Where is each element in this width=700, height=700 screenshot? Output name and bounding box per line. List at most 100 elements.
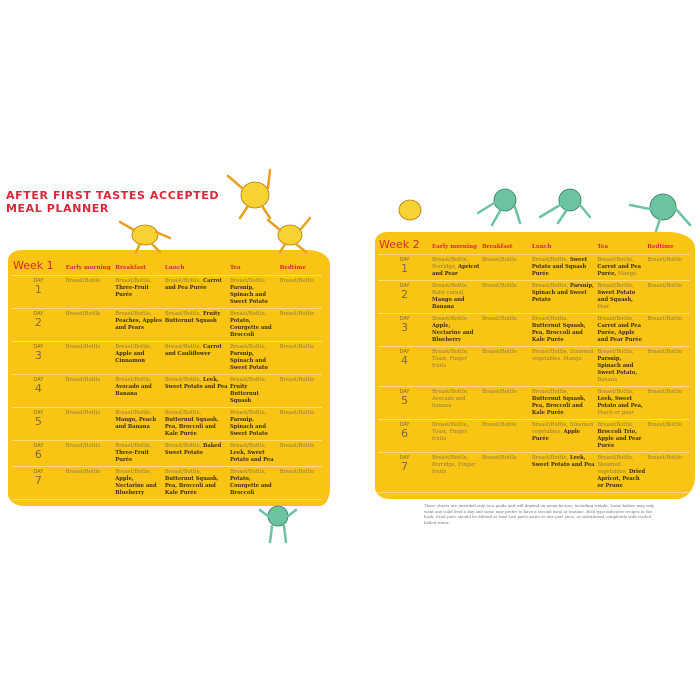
meal-cell-bedtime: Breast/Bottle (646, 386, 690, 420)
meal-text: Breast/Bottle, (115, 443, 152, 449)
meal-text: Breast/Bottle, Baby cereal, (432, 283, 469, 296)
meal-text: Breast/Bottle, (115, 311, 152, 317)
meal-text: Breast/Bottle (647, 349, 683, 355)
meal-text: Breast/Bottle (279, 410, 315, 416)
column-header-breakfast: Breakfast (114, 258, 164, 276)
column-header-bedtime: Bedtime (646, 237, 690, 255)
meal-cell-early-morning: Breast/Bottle (64, 374, 115, 408)
week2-meal-table: Week 2 Early morning Breakfast Lunch Tea Bedt… (378, 237, 690, 493)
day-number: 3 (401, 321, 409, 334)
meal-cell-bedtime: Breast/Bottle (646, 280, 690, 314)
meal-text: Breast/Bottle (279, 469, 315, 475)
meal-text: Breast/Bottle, (164, 410, 202, 416)
table-row: DAY 2 Breast/Bottle, Baby cereal, Mango an… (378, 280, 690, 314)
green-pea-character-bottom-illustration (258, 505, 298, 544)
meal-cell-tea: Breast/Bottle, Leek, Sweet Potato and Pe… (228, 440, 279, 467)
meal-cell-lunch: Breast/Bottle, Baked Sweet Potato (163, 440, 229, 467)
day-label: DAY (33, 278, 44, 284)
meal-text: Breast/Bottle, (164, 377, 203, 383)
recipe-text: Parsnip, Spinach and Sweet Potato, (597, 356, 638, 376)
meal-text: Breast/Bottle, (229, 377, 267, 383)
meal-text: Breast/Bottle (481, 257, 517, 263)
recipe-text: Potato, Courgette and Broccoli (229, 476, 272, 496)
meal-cell-breakfast: Breast/Bottle, Apple and Cinnamon (114, 341, 164, 375)
meal-cell-lunch: Breast/Bottle, Sweet Potato and Squash P… (530, 254, 597, 281)
meal-cell-early-morning: Breast/Bottle (64, 440, 115, 467)
meal-cell-tea: Breast/Bottle, Leek, Sweet Potato and Pe… (596, 386, 647, 420)
meal-cell-bedtime: Breast/Bottle (646, 254, 690, 281)
header-row: Week 1 Early morning Breakfast Lunch Tea Bedt… (12, 258, 322, 276)
day-label: DAY (33, 344, 44, 350)
meal-cell-tea: Breast/Bottle, Parsnip, Spinach and Swee… (228, 275, 279, 309)
meal-text: Breast/Bottle, (164, 344, 203, 350)
day-number: 5 (34, 415, 42, 428)
day-cell: DAY 2 (378, 280, 432, 314)
meal-cell-bedtime: Breast/Bottle (278, 341, 322, 375)
meal-cell-early-morning: Breast/Bottle (64, 275, 115, 309)
meal-text: Breast/Bottle, (115, 278, 152, 284)
meal-cell-tea: Breast/Bottle, Broccoli Trio, Apple and … (596, 419, 647, 453)
table-row: DAY 5 Breast/Bottle, Avocado and banana Bre… (378, 386, 690, 420)
meal-cell-breakfast: Breast/Bottle (480, 313, 531, 347)
meal-text: Breast/Bottle, (164, 443, 203, 449)
meal-cell-tea: Breast/Bottle, Parsnip, Spinach and Swee… (596, 346, 647, 387)
meal-cell-breakfast: Breast/Bottle (480, 280, 531, 314)
recipe-text: Parsnip, Spinach and Sweet Potato (229, 417, 268, 437)
meal-cell-lunch: Breast/Bottle, Steamed vegetables, Apple… (530, 419, 597, 453)
meal-text: Breast/Bottle, Toast, Finger fruits (432, 349, 469, 369)
column-header-breakfast: Breakfast (480, 237, 531, 255)
meal-text: Breast/Bottle, (229, 278, 267, 284)
meal-cell-bedtime: Breast/Bottle (646, 313, 690, 347)
table-row: DAY 1 Breast/Bottle, Porridge, Apricot and… (378, 254, 690, 281)
column-header-tea: Tea (596, 237, 647, 255)
meal-cell-early-morning: Breast/Bottle, Porridge, Apricot and Pea… (431, 254, 481, 281)
meal-cell-breakfast: Breast/Bottle, Avocado and Banana (114, 374, 164, 408)
recipe-text: Baked Sweet Potato (164, 443, 222, 456)
recipe-text: Apple Purée (531, 429, 580, 442)
meal-text: Breast/Bottle (65, 469, 101, 475)
recipe-text: Sweet Potato and Squash Purée (531, 257, 588, 277)
meal-cell-breakfast: Breast/Bottle, Three-Fruit Purée (114, 440, 164, 467)
recipe-text: Potato, Courgette and Broccoli (229, 318, 272, 338)
meal-text: Peach or pear (597, 410, 634, 416)
meal-cell-lunch: Breast/Bottle, Steamed vegetables, Mango (530, 346, 597, 387)
day-cell: DAY 6 (12, 440, 65, 467)
table-row: DAY 7 Breast/Bottle Breast/Bottle, Apple, N… (12, 466, 322, 500)
meal-cell-bedtime: Breast/Bottle (646, 346, 690, 387)
meal-cell-early-morning: Breast/Bottle (64, 341, 115, 375)
meal-text: Breast/Bottle (481, 455, 517, 461)
meal-cell-early-morning: Breast/Bottle, Toast, Finger fruits (431, 419, 481, 453)
meal-cell-bedtime: Breast/Bottle (278, 308, 322, 342)
column-header-tea: Tea (228, 258, 279, 276)
day-cell: DAY 4 (378, 346, 432, 387)
meal-text: Pear (597, 304, 610, 310)
meal-cell-lunch: Breast/Bottle, Leek, Sweet Potato and Pe… (530, 452, 597, 493)
recipe-text: Avocado and Banana (115, 384, 152, 397)
day-cell: DAY 1 (378, 254, 432, 281)
meal-cell-bedtime: Breast/Bottle (278, 466, 322, 500)
table-row: DAY 1 Breast/Bottle Breast/Bottle, Three-Fr… (12, 275, 322, 309)
day-label: DAY (399, 455, 410, 461)
table-row: DAY 5 Breast/Bottle Breast/Bottle, Mango, P… (12, 407, 322, 441)
recipe-text: Butternut Squash, Pea, Broccoli and Kale… (531, 323, 586, 343)
recipe-text: Apple, Nectarine and Blueberry (432, 323, 474, 343)
day-cell: DAY 3 (12, 341, 65, 375)
day-cell: DAY 1 (12, 275, 65, 309)
meal-text: Breast/Bottle, (597, 257, 634, 263)
meal-text: Breast/Bottle, (229, 410, 267, 416)
green-pea-characters-illustration (398, 188, 692, 233)
day-cell: DAY 6 (378, 419, 432, 453)
meal-text: Breast/Bottle, Steamed vegetables, Mango (531, 349, 594, 362)
day-number: 2 (401, 288, 409, 301)
recipe-text: Apple and Cinnamon (115, 351, 146, 364)
recipe-text: Broccoli Trio, Apple and Pear Purée (597, 429, 642, 449)
day-number: 7 (34, 474, 42, 487)
meal-text: Breast/Bottle (647, 389, 683, 395)
recipe-text: Butternut Squash, Pea, Broccoli and Kale… (164, 476, 219, 496)
recipe-text: Leek, Sweet Potato and Pea, (597, 396, 643, 409)
recipe-text: Carrot and Pea Purée, Apple and Pear Pur… (597, 323, 642, 343)
meal-cell-breakfast: Breast/Bottle (480, 346, 531, 387)
meal-text: Mango (616, 271, 637, 277)
meal-text: Breast/Bottle (481, 283, 517, 289)
meal-text: Breast/Bottle, (229, 443, 267, 449)
